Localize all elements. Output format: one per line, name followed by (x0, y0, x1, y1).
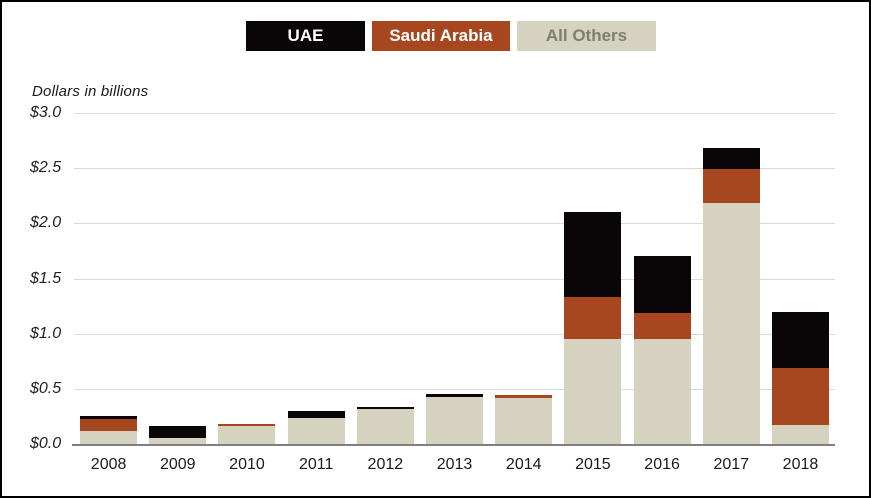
bar-series (74, 113, 835, 444)
legend-item-saudi-arabia: Saudi Arabia (372, 21, 510, 51)
bar-column-2013 (420, 113, 489, 444)
stacked-bar-2010 (218, 424, 276, 444)
x-tick-label-2011: 2011 (298, 456, 334, 473)
stacked-bar-2018 (771, 311, 829, 444)
legend-label-uae: UAE (287, 26, 324, 45)
bar-segment-uae (149, 426, 207, 439)
y-tick-label: $1.0 (30, 324, 62, 342)
gridline (74, 168, 835, 170)
bar-segment-all-others (426, 396, 484, 444)
legend-label-all-others: All Others (545, 26, 628, 45)
x-axis-line (72, 444, 835, 446)
bar-segment-uae (287, 410, 345, 418)
bar-column-2011 (282, 113, 351, 444)
x-tick-label-2018: 2018 (782, 456, 819, 473)
bar-segment-all-others (564, 339, 622, 444)
y-axis-title: Dollars in billions (32, 83, 149, 100)
bar-column-2017 (697, 113, 766, 444)
bar-segment-saudi-arabia (702, 169, 760, 204)
bar-segment-all-others (771, 425, 829, 444)
y-tick-label: $1.5 (30, 269, 62, 287)
x-tick-label-2013: 2013 (436, 456, 473, 473)
bar-segment-saudi-arabia (218, 424, 276, 427)
gridline (74, 388, 835, 390)
x-tick-label-2017: 2017 (713, 456, 750, 473)
x-tick-label-2009: 2009 (159, 456, 196, 473)
bar-segment-saudi-arabia (495, 395, 553, 398)
legend-item-all-others: All Others (517, 21, 656, 51)
bar-column-2015 (558, 113, 627, 444)
bar-column-2018 (766, 113, 835, 444)
bar-segment-uae (564, 212, 622, 298)
gridline (74, 223, 835, 225)
bar-column-2008 (74, 113, 143, 444)
stacked-bar-2015 (564, 212, 622, 444)
x-axis-tick-labels: 2008 2009 2010 2011 2012 2013 2014 2015 2016 2017… (74, 456, 835, 474)
stacked-bar-2012 (356, 406, 414, 444)
bar-segment-all-others (218, 426, 276, 444)
stacked-bar-2013 (426, 394, 484, 444)
y-tick-label: $2.5 (30, 159, 62, 177)
stacked-bar-2011 (287, 410, 345, 444)
stacked-bar-2017 (702, 148, 760, 444)
plot-area (74, 113, 835, 444)
x-tick-label-2016: 2016 (644, 456, 680, 473)
x-tick-label-2012: 2012 (367, 456, 404, 473)
gridline (74, 278, 835, 280)
bar-segment-saudi-arabia (564, 297, 622, 340)
bar-segment-uae (702, 148, 760, 170)
y-tick-label: $0.0 (30, 435, 62, 452)
bar-column-2009 (143, 113, 212, 444)
bar-segment-all-others (80, 430, 138, 444)
gridline (74, 113, 835, 114)
bar-segment-all-others (287, 417, 345, 444)
bar-segment-saudi-arabia (771, 367, 829, 426)
stacked-bar-2016 (633, 256, 691, 444)
bar-column-2010 (212, 113, 281, 444)
x-tick-label-2014: 2014 (505, 456, 542, 473)
legend-item-uae: UAE (246, 21, 365, 51)
bar-segment-uae (633, 256, 691, 313)
bar-segment-all-others (149, 438, 207, 444)
y-tick-label: $2.0 (30, 214, 62, 232)
bar-segment-uae (771, 311, 829, 368)
legend: UAE Saudi Arabia All Others (246, 21, 656, 51)
bar-segment-uae (426, 394, 484, 397)
bar-segment-all-others (495, 397, 553, 444)
stacked-bar-2014 (495, 395, 553, 444)
legend-label-saudi-arabia: Saudi Arabia (389, 26, 493, 45)
bar-segment-saudi-arabia (633, 312, 691, 340)
bar-column-2012 (351, 113, 420, 444)
bar-segment-saudi-arabia (80, 418, 138, 431)
gridline (74, 333, 835, 335)
stacked-bar-2009 (149, 426, 207, 444)
y-tick-label: $0.5 (30, 379, 62, 397)
x-tick-label-2008: 2008 (90, 456, 127, 473)
x-tick-label-2015: 2015 (575, 456, 611, 473)
x-tick-label-2010: 2010 (229, 456, 265, 473)
bar-segment-all-others (702, 203, 760, 444)
bar-column-2014 (489, 113, 558, 444)
bar-segment-uae (356, 406, 414, 409)
bar-segment-all-others (356, 408, 414, 444)
stacked-bar-2008 (80, 416, 138, 444)
bar-column-2016 (628, 113, 697, 444)
bar-segment-uae (80, 416, 138, 419)
y-tick-label: $3.0 (30, 104, 62, 121)
bar-segment-all-others (633, 339, 691, 444)
